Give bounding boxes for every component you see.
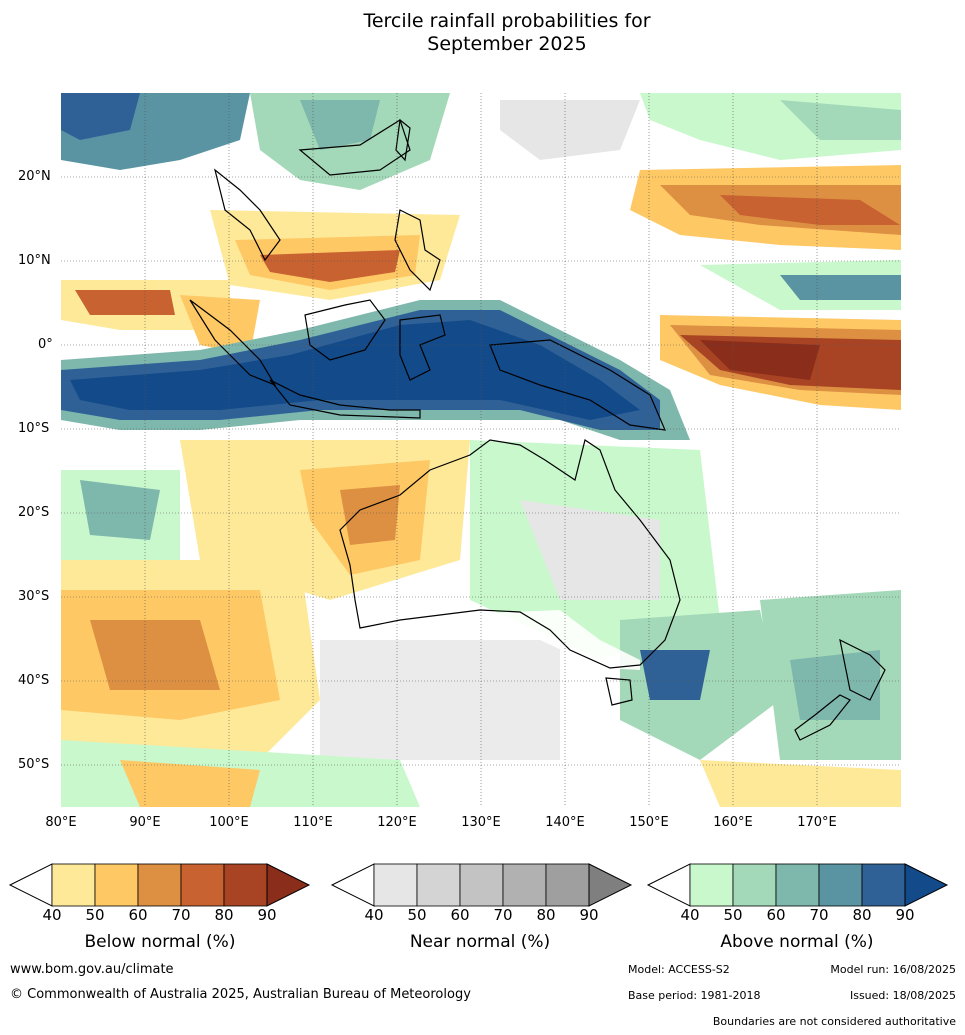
copyright-text: © Commonwealth of Australia 2025, Austra… (10, 987, 471, 1002)
colorbar-tick-label: 60 (128, 906, 148, 924)
near-normal-colorbar (330, 863, 633, 907)
base-period-text: Base period: 1981-2018 (628, 989, 761, 1002)
colorbar-tick-label: 90 (895, 906, 915, 924)
colorbar-tick-label: 90 (579, 906, 599, 924)
model-text: Model: ACCESS-S2 (628, 963, 730, 976)
gridlines (61, 93, 901, 807)
colorbar-over-arrow (904, 863, 949, 907)
lat-label-10s: 10°S (18, 421, 50, 436)
colorbar-segment (180, 863, 225, 907)
colorbar-segment (775, 863, 820, 907)
lat-label-40s: 40°S (18, 673, 50, 688)
colorbar-tick-label: 60 (450, 906, 470, 924)
lon-label-160e: 160°E (713, 815, 753, 830)
colorbar-under-arrow (646, 863, 691, 907)
rainfall-probability-map (61, 93, 901, 807)
near-normal-title: Near normal (%) (409, 932, 551, 952)
colorbar-segment (861, 863, 906, 907)
colorbar-segment (818, 863, 863, 907)
colorbar-segment (223, 863, 268, 907)
colorbar-segment (373, 863, 418, 907)
lat-label-20n: 20°N (18, 169, 51, 184)
colorbar-tick-label: 50 (85, 906, 105, 924)
coastlines (189, 118, 886, 741)
website-link[interactable]: www.bom.gov.au/climate (10, 962, 174, 977)
colorbar-over-arrow (588, 863, 633, 907)
below-normal-colorbar (8, 863, 311, 907)
colorbar-tick-label: 80 (214, 906, 234, 924)
above-normal-title: Above normal (%) (720, 932, 874, 952)
model-run-text: Model run: 16/08/2025 (830, 963, 956, 976)
lon-label-140e: 140°E (545, 815, 585, 830)
colorbar-tick-label: 60 (766, 906, 786, 924)
lat-label-30s: 30°S (18, 589, 50, 604)
lon-label-80e: 80°E (45, 815, 77, 830)
chart-title: Tercile rainfall probabilities for Septe… (0, 10, 965, 56)
colorbar-tick-label: 40 (364, 906, 384, 924)
lat-label-20s: 20°S (18, 505, 50, 520)
colorbar-tick-label: 70 (809, 906, 829, 924)
legend-colorbars (8, 863, 949, 907)
colorbar-tick-label: 40 (42, 906, 62, 924)
colorbar-tick-label: 80 (852, 906, 872, 924)
colorbar-segment (545, 863, 590, 907)
lat-label-0: 0° (38, 337, 53, 352)
colorbar-tick-label: 90 (257, 906, 277, 924)
lon-label-170e: 170°E (797, 815, 837, 830)
lon-label-90e: 90°E (129, 815, 161, 830)
lon-label-120e: 120°E (377, 815, 417, 830)
lat-label-10n: 10°N (18, 253, 51, 268)
lat-label-50s: 50°S (18, 757, 50, 772)
colorbar-segment (137, 863, 182, 907)
colorbar-segment (689, 863, 734, 907)
colorbar-tick-label: 80 (536, 906, 556, 924)
issued-text: Issued: 18/08/2025 (849, 989, 956, 1002)
title-line-2: September 2025 (427, 33, 587, 55)
above-normal-colorbar (646, 863, 949, 907)
lon-label-100e: 100°E (209, 815, 249, 830)
lon-label-150e: 150°E (629, 815, 669, 830)
colorbar-segment (459, 863, 504, 907)
lon-label-110e: 110°E (293, 815, 333, 830)
colorbar-segment (51, 863, 96, 907)
boundaries-note: Boundaries are not considered authoritat… (712, 1015, 956, 1028)
colorbar-segment (502, 863, 547, 907)
colorbar-segment (416, 863, 461, 907)
colorbar-over-arrow (266, 863, 311, 907)
colorbar-tick-label: 50 (723, 906, 743, 924)
title-line-1: Tercile rainfall probabilities for (363, 10, 651, 32)
colorbar-segment (94, 863, 139, 907)
colorbar-tick-label: 70 (493, 906, 513, 924)
colorbar-tick-label: 40 (680, 906, 700, 924)
colorbar-under-arrow (330, 863, 375, 907)
colorbar-segment (732, 863, 777, 907)
lon-label-130e: 130°E (461, 815, 501, 830)
colorbar-under-arrow (8, 863, 53, 907)
colorbar-tick-label: 70 (171, 906, 191, 924)
colorbar-tick-label: 50 (407, 906, 427, 924)
below-normal-title: Below normal (%) (84, 932, 236, 952)
